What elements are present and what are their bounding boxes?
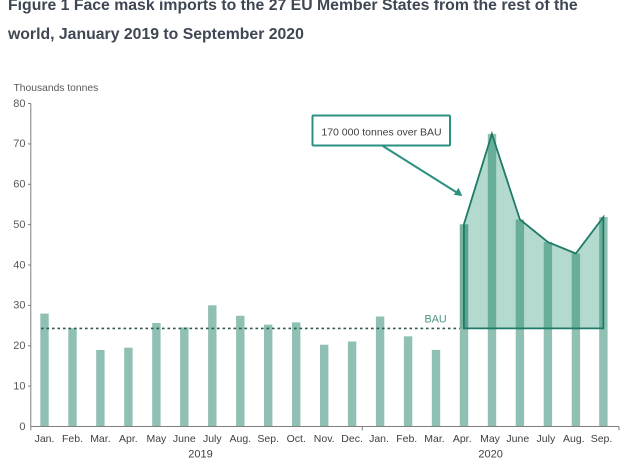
- svg-text:June: June: [173, 433, 196, 445]
- svg-text:50: 50: [13, 219, 25, 231]
- svg-text:Nov.: Nov.: [314, 433, 335, 445]
- svg-text:Aug.: Aug.: [563, 433, 585, 445]
- svg-text:Feb.: Feb.: [396, 433, 417, 445]
- svg-text:Jan.: Jan.: [35, 433, 55, 445]
- svg-text:June: June: [506, 433, 529, 445]
- svg-text:Thousands tonnes: Thousands tonnes: [14, 83, 99, 94]
- svg-text:Dec.: Dec.: [341, 433, 363, 445]
- svg-text:2019: 2019: [188, 448, 212, 460]
- svg-text:Apr.: Apr.: [453, 433, 472, 445]
- svg-text:20: 20: [13, 340, 25, 352]
- svg-text:80: 80: [13, 98, 25, 110]
- svg-text:Apr.: Apr.: [119, 433, 138, 445]
- svg-text:60: 60: [13, 179, 25, 191]
- svg-text:July: July: [203, 433, 222, 445]
- svg-text:May: May: [480, 433, 501, 445]
- svg-text:Aug.: Aug.: [229, 433, 251, 445]
- svg-text:May: May: [146, 433, 167, 445]
- svg-text:10: 10: [13, 380, 25, 392]
- svg-text:Mar.: Mar.: [424, 433, 444, 445]
- svg-text:Oct.: Oct.: [287, 433, 306, 445]
- svg-text:Feb.: Feb.: [62, 433, 83, 445]
- svg-text:2020: 2020: [478, 448, 502, 460]
- svg-text:Sep.: Sep.: [591, 433, 613, 445]
- svg-text:70: 70: [13, 138, 25, 150]
- svg-text:Mar.: Mar.: [90, 433, 110, 445]
- svg-text:30: 30: [13, 300, 25, 312]
- svg-text:Sep.: Sep.: [257, 433, 279, 445]
- svg-text:BAU: BAU: [425, 314, 447, 326]
- svg-text:170 000 tonnes over BAU: 170 000 tonnes over BAU: [321, 127, 441, 139]
- svg-text:July: July: [537, 433, 556, 445]
- svg-text:0: 0: [19, 421, 25, 433]
- svg-text:Jan.: Jan.: [369, 433, 389, 445]
- svg-text:40: 40: [13, 259, 25, 271]
